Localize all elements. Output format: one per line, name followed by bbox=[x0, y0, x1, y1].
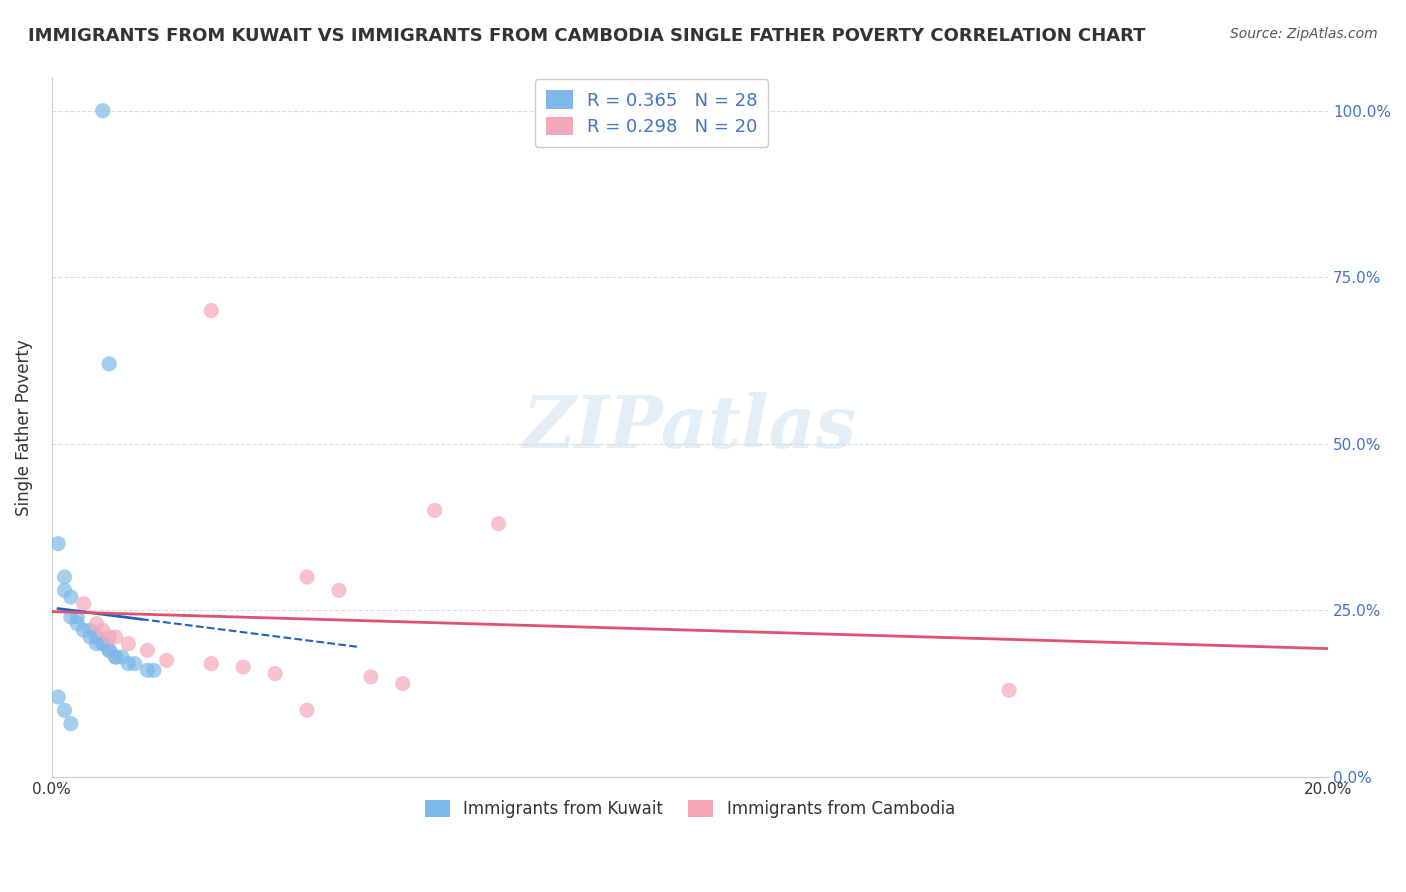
Point bbox=[53, 570, 76, 584]
Point bbox=[136, 643, 159, 657]
Point bbox=[360, 670, 382, 684]
Point bbox=[104, 630, 127, 644]
Point bbox=[328, 583, 350, 598]
Point bbox=[53, 583, 76, 598]
Point bbox=[73, 597, 96, 611]
Point bbox=[136, 663, 159, 677]
Point bbox=[117, 657, 139, 671]
Text: Source: ZipAtlas.com: Source: ZipAtlas.com bbox=[1230, 27, 1378, 41]
Point bbox=[200, 657, 222, 671]
Point bbox=[391, 676, 413, 690]
Point bbox=[104, 650, 127, 665]
Point bbox=[98, 357, 121, 371]
Point bbox=[46, 690, 69, 704]
Point bbox=[423, 503, 446, 517]
Text: ZIPatlas: ZIPatlas bbox=[523, 392, 858, 463]
Point bbox=[86, 630, 108, 644]
Point bbox=[86, 637, 108, 651]
Point bbox=[124, 657, 146, 671]
Point bbox=[91, 637, 114, 651]
Text: IMMIGRANTS FROM KUWAIT VS IMMIGRANTS FROM CAMBODIA SINGLE FATHER POVERTY CORRELA: IMMIGRANTS FROM KUWAIT VS IMMIGRANTS FRO… bbox=[28, 27, 1146, 45]
Point bbox=[86, 616, 108, 631]
Y-axis label: Single Father Poverty: Single Father Poverty bbox=[15, 339, 32, 516]
Point bbox=[79, 630, 101, 644]
Point bbox=[488, 516, 510, 531]
Point bbox=[98, 643, 121, 657]
Point bbox=[91, 103, 114, 118]
Point bbox=[59, 590, 82, 604]
Point bbox=[73, 624, 96, 638]
Point bbox=[264, 666, 287, 681]
Point bbox=[998, 683, 1021, 698]
Point bbox=[142, 663, 165, 677]
Point bbox=[295, 570, 318, 584]
Point bbox=[156, 653, 179, 667]
Point bbox=[232, 660, 254, 674]
Point bbox=[91, 624, 114, 638]
Point bbox=[200, 303, 222, 318]
Point bbox=[295, 703, 318, 717]
Point bbox=[53, 703, 76, 717]
Point bbox=[59, 716, 82, 731]
Point bbox=[46, 537, 69, 551]
Point bbox=[98, 630, 121, 644]
Point bbox=[66, 610, 89, 624]
Point bbox=[66, 616, 89, 631]
Point bbox=[111, 650, 134, 665]
Point bbox=[104, 650, 127, 665]
Point bbox=[59, 610, 82, 624]
Point bbox=[79, 624, 101, 638]
Point bbox=[98, 643, 121, 657]
Legend: Immigrants from Kuwait, Immigrants from Cambodia: Immigrants from Kuwait, Immigrants from … bbox=[419, 793, 962, 824]
Point bbox=[117, 637, 139, 651]
Point bbox=[91, 637, 114, 651]
